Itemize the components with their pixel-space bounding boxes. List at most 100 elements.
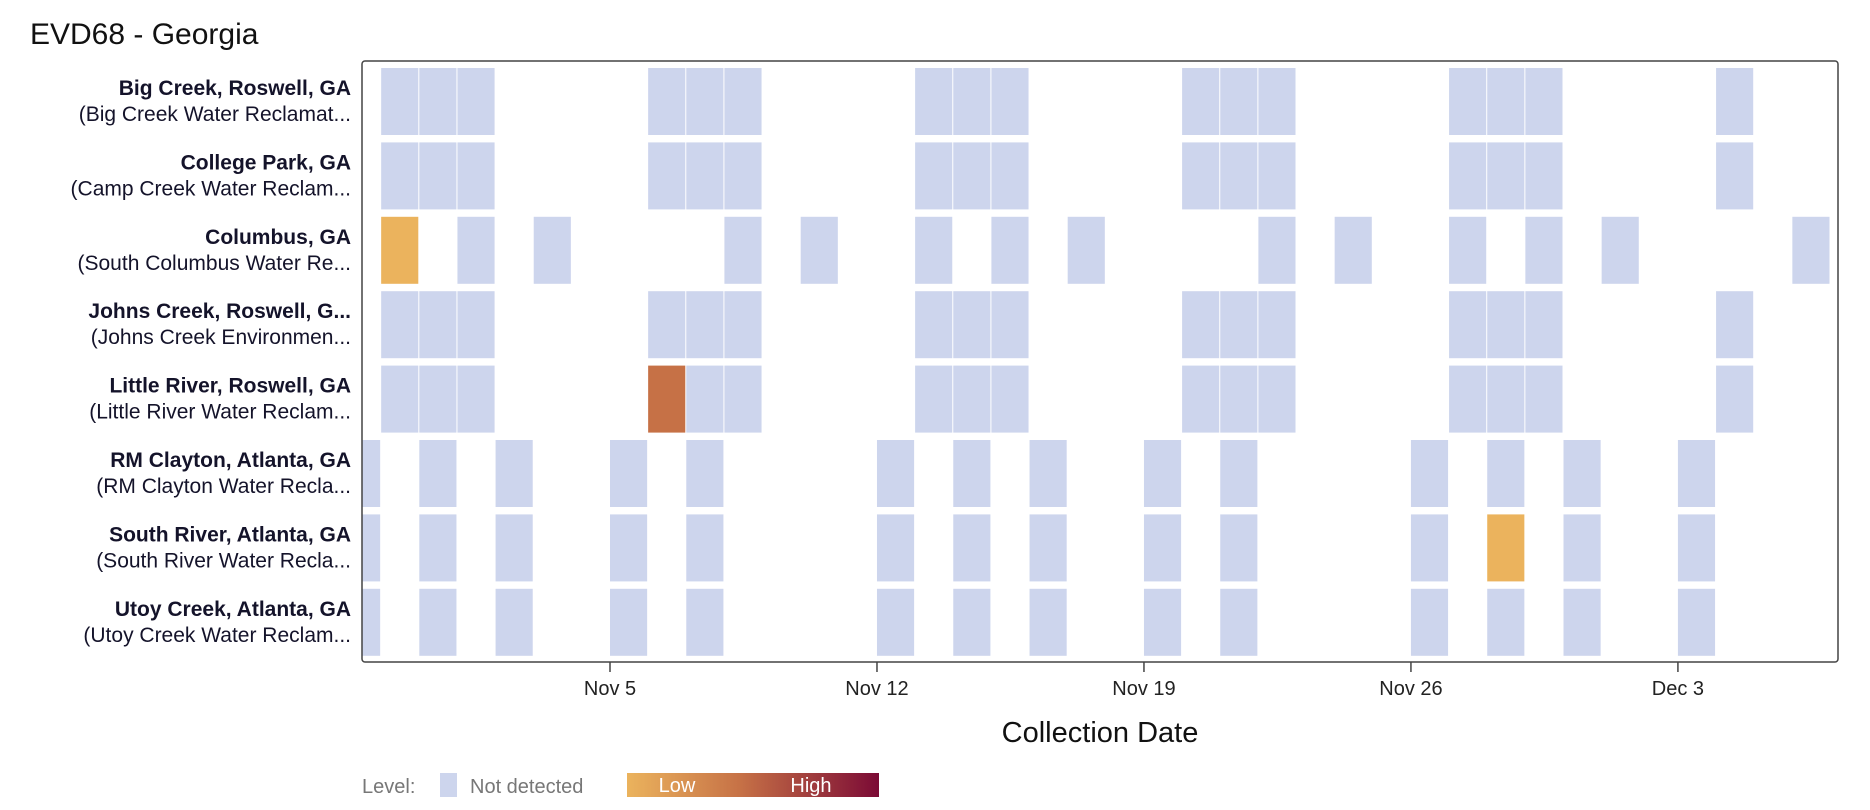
heatmap-cell — [1716, 68, 1754, 135]
heatmap-cell — [419, 142, 457, 210]
heatmap-cells — [362, 68, 1830, 656]
row-label-facility: (Utoy Creek Water Reclam... — [83, 624, 351, 647]
row-label-site: Columbus, GA — [205, 226, 351, 249]
heatmap-cell — [419, 365, 457, 433]
heatmap-cell — [1563, 440, 1601, 507]
heatmap-cell — [876, 440, 915, 507]
heatmap-cell — [686, 514, 724, 582]
heatmap-cell — [1601, 216, 1639, 284]
row-label-facility: (South Columbus Water Re... — [78, 252, 352, 275]
heatmap-cell — [419, 514, 457, 582]
heatmap-cell — [362, 440, 381, 507]
heatmap-cell — [419, 68, 457, 135]
heatmap-cell — [457, 365, 495, 433]
heatmap-cell — [953, 588, 991, 656]
heatmap-cell — [1716, 142, 1754, 210]
heatmap-cell — [953, 142, 991, 210]
heatmap-cell — [915, 68, 953, 135]
heatmap-cell — [915, 365, 953, 433]
row-label-facility: (Johns Creek Environmen... — [91, 326, 351, 349]
row-label-facility: (South River Water Recla... — [96, 549, 351, 572]
row-label-site: Johns Creek, Roswell, G... — [88, 300, 351, 323]
heatmap-cell — [648, 365, 686, 433]
heatmap-cell — [991, 68, 1029, 135]
heatmap-cell — [915, 142, 953, 210]
heatmap-cell — [953, 440, 991, 507]
heatmap-cell — [1487, 291, 1525, 359]
heatmap-cell — [381, 216, 419, 284]
legend-not-detected-swatch — [440, 773, 457, 797]
heatmap-cell — [1258, 365, 1296, 433]
heatmap-cell — [686, 291, 724, 359]
heatmap-cell — [1449, 68, 1487, 135]
heatmap-cell — [1525, 68, 1563, 135]
heatmap-cell — [1220, 440, 1258, 507]
heatmap-cell — [686, 365, 724, 433]
x-axis-tick-label: Nov 5 — [584, 678, 636, 700]
heatmap-cell — [1487, 514, 1525, 582]
heatmap-cell — [457, 68, 495, 135]
heatmap-cell — [381, 365, 419, 433]
heatmap-cell — [610, 440, 648, 507]
heatmap-cell — [648, 291, 686, 359]
heatmap-cell — [724, 365, 762, 433]
heatmap-cell — [1182, 365, 1220, 433]
heatmap-cell — [1220, 142, 1258, 210]
heatmap-cell — [1677, 514, 1716, 582]
heatmap-cell — [1525, 291, 1563, 359]
heatmap-cell — [1677, 440, 1716, 507]
legend: Level: Not detected Low High — [362, 773, 879, 798]
heatmap-cell — [1525, 216, 1563, 284]
heatmap-cell — [1410, 440, 1449, 507]
heatmap-cell — [533, 216, 571, 284]
row-label-site: South River, Atlanta, GA — [109, 523, 351, 546]
heatmap-cell — [1792, 216, 1830, 284]
heatmap-cell — [1067, 216, 1105, 284]
heatmap-cell — [1143, 514, 1182, 582]
heatmap-cell — [362, 588, 381, 656]
chart-title: EVD68 - Georgia — [30, 18, 259, 51]
heatmap-cell — [1143, 588, 1182, 656]
heatmap-cell — [876, 588, 915, 656]
heatmap-cell — [915, 216, 953, 284]
heatmap-cell — [495, 588, 533, 656]
heatmap-cell — [991, 291, 1029, 359]
x-axis-tick-label: Nov 12 — [845, 678, 908, 700]
heatmap-cell — [362, 514, 381, 582]
heatmap-cell — [1487, 365, 1525, 433]
x-axis-title: Collection Date — [1002, 717, 1199, 749]
legend-high-label: High — [790, 775, 831, 797]
heatmap-cell — [724, 142, 762, 210]
heatmap-cell — [381, 142, 419, 210]
heatmap-cell — [419, 588, 457, 656]
heatmap-cell — [1677, 588, 1716, 656]
heatmap-cell — [648, 68, 686, 135]
heatmap-cell — [419, 291, 457, 359]
x-axis-tick-label: Nov 19 — [1112, 678, 1175, 700]
heatmap-cell — [1525, 142, 1563, 210]
heatmap-cell — [1410, 514, 1449, 582]
heatmap-cell — [953, 365, 991, 433]
plot-frame — [361, 60, 1839, 663]
heatmap-cell — [953, 291, 991, 359]
heatmap-cell — [1220, 588, 1258, 656]
heatmap-cell — [457, 216, 495, 284]
x-axis-tick-label: Dec 3 — [1652, 678, 1704, 700]
legend-low-label: Low — [659, 775, 696, 797]
heatmap-cell — [1487, 142, 1525, 210]
heatmap-cell — [1182, 142, 1220, 210]
heatmap-cell — [1449, 216, 1487, 284]
heatmap-cell — [1563, 588, 1601, 656]
heatmap-cell — [1258, 142, 1296, 210]
heatmap-cell — [648, 142, 686, 210]
heatmap-cell — [1029, 514, 1067, 582]
x-axis: Nov 5 Nov 12 Nov 19 Nov 26 Dec 3 — [584, 662, 1704, 700]
row-label-facility: (RM Clayton Water Recla... — [96, 475, 351, 498]
heatmap-cell — [991, 216, 1029, 284]
heatmap-cell — [1029, 440, 1067, 507]
heatmap-cell — [724, 216, 762, 284]
heatmap-cell — [991, 365, 1029, 433]
heatmap-cell — [457, 142, 495, 210]
heatmap-cell — [1258, 68, 1296, 135]
